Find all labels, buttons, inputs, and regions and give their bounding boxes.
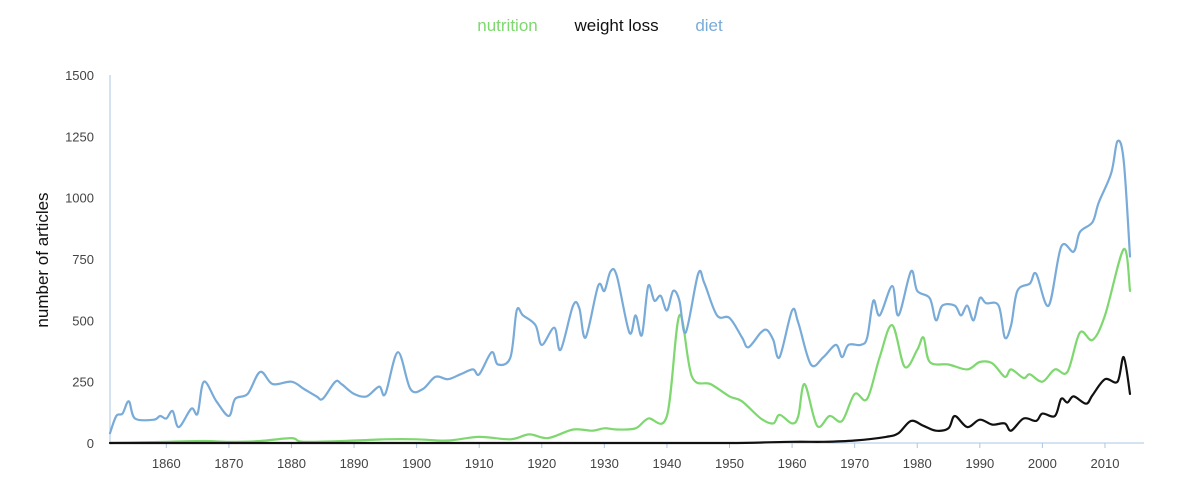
legend-item-diet[interactable]: diet: [695, 16, 723, 35]
x-tick-label: 1990: [965, 456, 994, 471]
series-layer: [108, 139, 1132, 445]
x-tick-label: 1890: [340, 456, 369, 471]
x-tick-label: 1940: [652, 456, 681, 471]
legend-item-nutrition[interactable]: nutrition: [477, 16, 538, 35]
y-tick-label: 0: [87, 436, 94, 451]
x-tick-label: 2000: [1028, 456, 1057, 471]
x-tick-label: 1900: [402, 456, 431, 471]
y-axis-title: number of articles: [33, 192, 52, 327]
series-line-diet: [108, 139, 1132, 435]
legend: nutrition weight loss diet: [0, 16, 1200, 36]
y-tick-label: 1000: [65, 191, 94, 206]
series-line-weight-loss: [108, 355, 1132, 445]
legend-item-weight-loss[interactable]: weight loss: [574, 16, 659, 35]
x-tick-label: 1970: [840, 456, 869, 471]
x-tick-label: 1910: [465, 456, 494, 471]
y-tick-label: 500: [72, 313, 94, 328]
x-tick-label: 1920: [527, 456, 556, 471]
x-tick-label: 1870: [214, 456, 243, 471]
x-tick-label: 1960: [778, 456, 807, 471]
y-tick-label: 1250: [65, 129, 94, 144]
axes: 0 250 500 750 1000 1250 1500 1860 1870 1880 1890 19…: [65, 68, 1144, 471]
y-tick-label: 1500: [65, 68, 94, 83]
x-tick-label: 1930: [590, 456, 619, 471]
x-tick-label: 2010: [1091, 456, 1120, 471]
x-tick-label: 1980: [903, 456, 932, 471]
y-tick-label: 750: [72, 252, 94, 267]
series-line-nutrition: [108, 248, 1132, 445]
x-tick-label: 1880: [277, 456, 306, 471]
x-tick-label: 1950: [715, 456, 744, 471]
y-tick-label: 250: [72, 375, 94, 390]
x-tick-label: 1860: [152, 456, 181, 471]
